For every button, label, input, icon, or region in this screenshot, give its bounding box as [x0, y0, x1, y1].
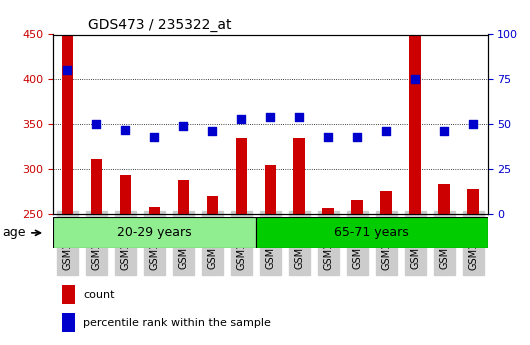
Bar: [148, 207, 160, 214]
Bar: [61, 285, 75, 304]
Bar: [91, 159, 102, 214]
Text: 65-71 years: 65-71 years: [334, 226, 409, 239]
Point: [324, 134, 332, 139]
Text: percentile rank within the sample: percentile rank within the sample: [83, 318, 271, 327]
Bar: [207, 196, 218, 214]
Point: [179, 123, 188, 129]
Point: [121, 127, 130, 132]
Point: [382, 129, 391, 134]
Point: [92, 121, 101, 127]
Point: [469, 121, 478, 127]
Point: [353, 134, 361, 139]
Bar: [438, 184, 450, 214]
Text: age: age: [3, 226, 40, 239]
FancyBboxPatch shape: [256, 217, 488, 248]
Bar: [264, 166, 276, 214]
Text: count: count: [83, 290, 115, 299]
Text: GDS473 / 235322_at: GDS473 / 235322_at: [88, 18, 231, 32]
Text: 20-29 years: 20-29 years: [117, 226, 192, 239]
Bar: [61, 313, 75, 332]
Point: [63, 68, 72, 73]
Bar: [120, 175, 131, 214]
Point: [150, 134, 158, 139]
Point: [237, 116, 245, 121]
Bar: [61, 34, 73, 214]
Bar: [467, 189, 479, 214]
Point: [266, 114, 275, 120]
Point: [411, 77, 419, 82]
FancyBboxPatch shape: [53, 217, 256, 248]
Bar: [294, 138, 305, 214]
Bar: [235, 138, 247, 214]
Bar: [381, 191, 392, 214]
Bar: [351, 200, 363, 214]
Point: [440, 129, 448, 134]
Bar: [322, 208, 334, 214]
Bar: [178, 180, 189, 214]
Bar: [409, 34, 421, 214]
Point: [295, 114, 304, 120]
Point: [208, 129, 217, 134]
